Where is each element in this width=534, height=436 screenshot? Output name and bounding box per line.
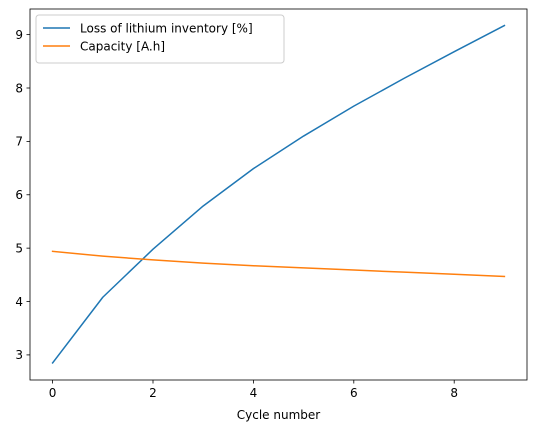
x-ticks-group: 0 2 4 6 8 [49,380,458,400]
legend: Loss of lithium inventory [%] Capacity [A… [35,14,285,64]
legend-box [35,14,285,64]
x-axis-label: Cycle number [237,408,321,422]
y-tick-label: 3 [15,348,23,362]
y-tick-label: 5 [15,241,23,255]
legend-label-1: Loss of lithium inventory [%] [80,21,253,35]
y-ticks-group: 3 4 5 6 7 8 9 [15,28,30,362]
plot-frame [29,8,528,381]
x-tick-label: 2 [149,386,157,400]
legend-label-2: Capacity [A.h] [80,39,165,53]
series-line-2 [51,250,506,278]
x-tick-label: 4 [250,386,258,400]
series-line-1 [51,24,506,364]
legend-items: Loss of lithium inventory [%] Capacity [A… [43,21,253,53]
y-tick-label: 8 [15,81,23,95]
x-tick-label: 8 [450,386,458,400]
plot-lines-group [51,24,506,364]
y-tick-label: 4 [15,295,23,309]
y-tick-label: 7 [15,135,23,149]
y-tick-label: 6 [15,188,23,202]
x-tick-label: 0 [49,386,57,400]
x-tick-label: 6 [350,386,358,400]
y-tick-label: 9 [15,28,23,42]
